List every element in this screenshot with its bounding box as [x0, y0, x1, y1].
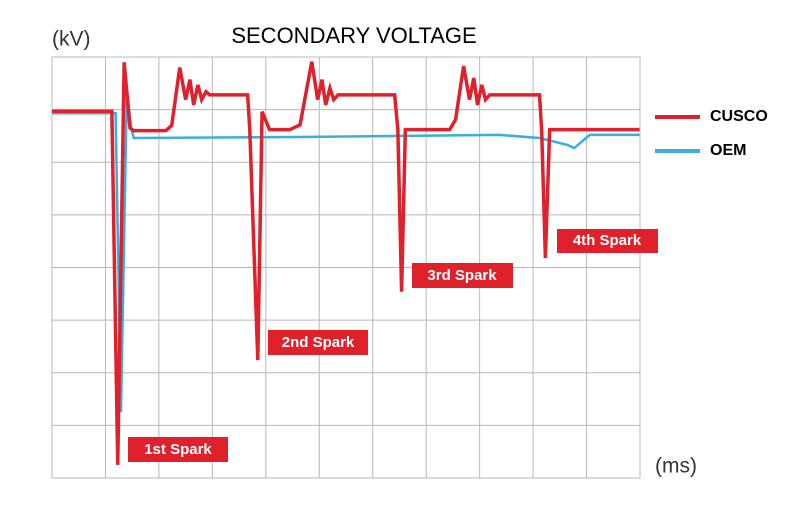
series-line [52, 61, 640, 465]
chart-title: SECONDARY VOLTAGE [231, 23, 476, 48]
annotation-text: 4th Spark [573, 232, 642, 249]
legend-label: OEM [710, 142, 746, 159]
annotation: 3rd Spark [412, 263, 513, 288]
annotation-text: 1st Spark [144, 441, 212, 458]
annotation-box [128, 437, 228, 462]
annotation-text: 2nd Spark [282, 334, 355, 351]
annotation-box [557, 229, 658, 253]
legend-label: CUSCO [710, 108, 768, 125]
y-axis-label: (kV) [52, 28, 91, 51]
series-line [52, 89, 640, 413]
annotation: 4th Spark [557, 229, 658, 253]
annotation-box [412, 263, 513, 288]
annotation-box [268, 330, 368, 355]
lines [52, 61, 640, 465]
annotation: 1st Spark [128, 437, 228, 462]
annotation-text: 3rd Spark [427, 267, 497, 284]
x-axis-label: (ms) [655, 455, 697, 478]
legend: CUSCO OEM [655, 108, 768, 159]
grid [51, 56, 641, 479]
annotation: 2nd Spark [268, 330, 368, 355]
